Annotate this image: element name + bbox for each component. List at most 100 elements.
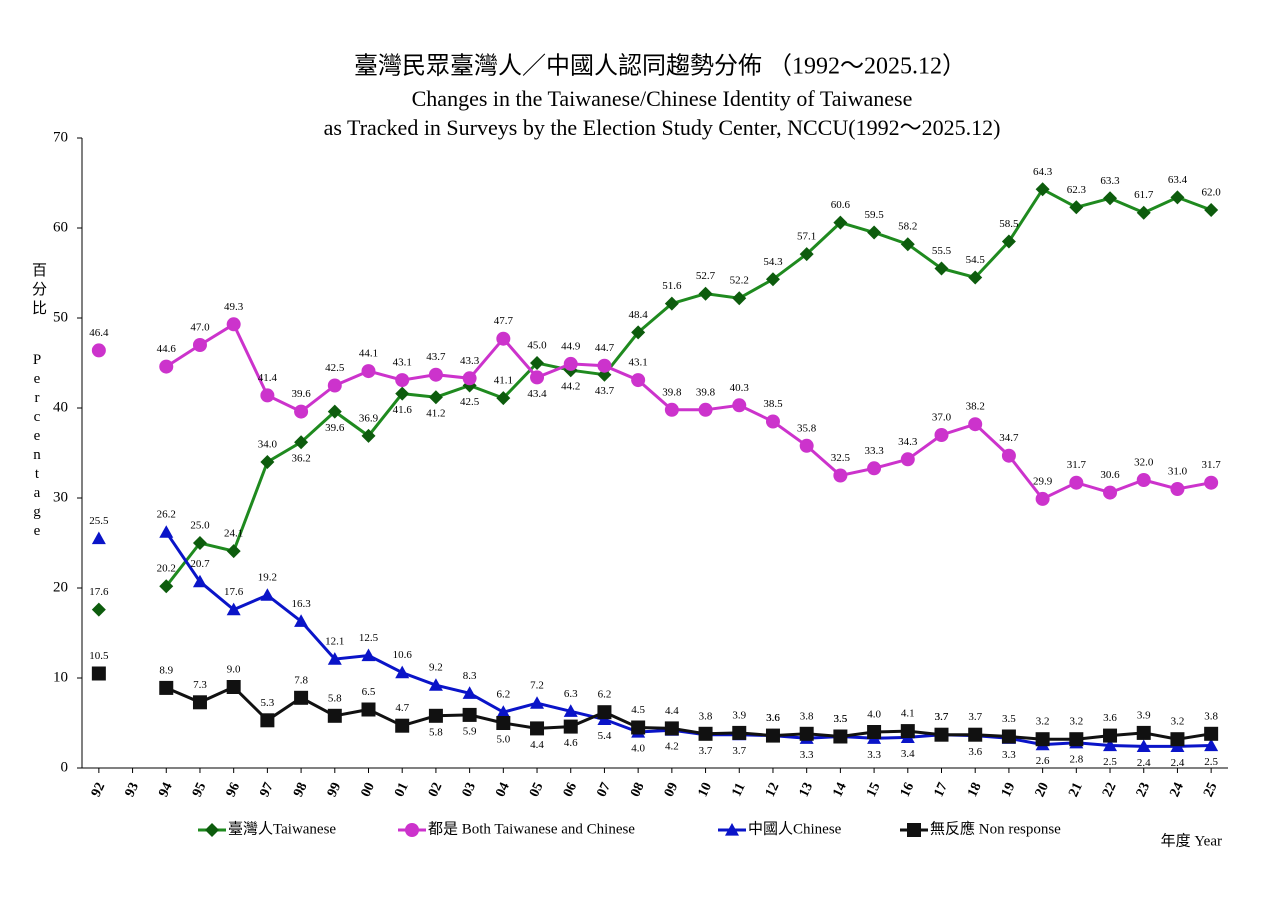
chart-subtitle: Changes in the Taiwanese/Chinese Identit… (412, 86, 913, 111)
marker (907, 823, 921, 837)
x-tick-label: 03 (460, 780, 480, 799)
marker (732, 291, 747, 306)
data-label: 3.7 (968, 711, 982, 723)
x-axis-label: 年度 Year (1161, 832, 1222, 849)
marker (1069, 732, 1084, 747)
marker (631, 325, 646, 340)
marker (405, 823, 419, 837)
data-label: 3.7 (699, 745, 713, 757)
marker (698, 726, 713, 741)
marker (1136, 739, 1151, 752)
marker (361, 648, 376, 662)
x-tick-label: 20 (1033, 780, 1053, 799)
data-label: 24.1 (224, 528, 243, 540)
x-tick-label: 18 (965, 780, 985, 799)
data-label: 4.7 (395, 702, 409, 714)
marker (496, 391, 511, 406)
marker (395, 665, 410, 679)
x-tick-label: 95 (190, 780, 210, 799)
series-line (165, 187, 1212, 588)
data-label: 3.8 (800, 710, 814, 722)
data-label: 42.5 (325, 362, 345, 374)
marker (698, 286, 713, 301)
data-label: 4.0 (631, 743, 645, 755)
data-label: 36.9 (359, 412, 379, 424)
marker (192, 536, 207, 550)
x-tick-label: 94 (156, 780, 176, 799)
marker (934, 727, 949, 742)
marker (563, 719, 578, 734)
data-label: 3.5 (834, 713, 848, 725)
marker (1103, 485, 1118, 500)
data-label: 43.1 (629, 357, 648, 369)
marker (900, 724, 915, 739)
marker (934, 261, 949, 276)
chart-subtitle: as Tracked in Surveys by the Election St… (324, 115, 1001, 140)
marker (294, 690, 309, 705)
marker (294, 614, 309, 627)
data-label: 31.7 (1067, 459, 1087, 471)
data-label: 37.0 (932, 412, 952, 424)
marker (1069, 475, 1084, 490)
marker (327, 404, 342, 419)
marker (226, 602, 241, 616)
data-label: 2.4 (1137, 757, 1151, 769)
data-label: 57.1 (797, 231, 816, 243)
data-label: 4.6 (564, 737, 578, 749)
data-label: 3.8 (1204, 710, 1218, 722)
data-label: 3.7 (935, 711, 949, 723)
data-label: 19.2 (258, 572, 277, 584)
legend-label: 無反應 Non response (930, 819, 1061, 837)
data-label: 29.9 (1033, 475, 1053, 487)
marker (462, 371, 477, 386)
x-tick-label: 04 (493, 780, 513, 799)
data-label: 58.2 (898, 221, 917, 233)
marker (968, 727, 983, 742)
marker (260, 713, 275, 728)
data-label: 2.5 (1103, 756, 1117, 768)
data-label: 54.5 (966, 254, 986, 266)
data-label: 3.9 (732, 709, 746, 721)
data-label: 42.5 (460, 396, 480, 408)
data-label: 63.4 (1168, 174, 1188, 186)
marker (1204, 475, 1219, 490)
marker (1204, 726, 1219, 741)
y-tick-label: 60 (53, 219, 68, 235)
data-label: 45.0 (527, 340, 547, 352)
data-label: 39.6 (291, 388, 311, 400)
data-label: 3.7 (935, 711, 949, 723)
data-label: 6.2 (496, 689, 510, 701)
data-label: 41.2 (426, 408, 445, 420)
x-tick-label: 06 (561, 780, 581, 799)
data-label: 3.6 (766, 712, 780, 724)
data-label: 10.6 (393, 649, 413, 661)
data-label: 31.7 (1202, 459, 1222, 471)
marker (867, 725, 882, 739)
x-tick-label: 24 (1167, 780, 1187, 799)
data-label: 17.6 (224, 586, 244, 598)
data-label: 48.4 (629, 309, 649, 321)
data-label: 3.8 (699, 710, 713, 722)
x-tick-label: 10 (696, 780, 716, 799)
marker (462, 707, 477, 722)
data-label: 34.3 (898, 436, 918, 448)
marker (698, 402, 713, 417)
data-label: 5.8 (429, 726, 443, 738)
data-label: 2.4 (1171, 757, 1185, 769)
marker (496, 716, 511, 730)
data-label: 25.0 (190, 520, 210, 532)
data-label: 61.7 (1134, 189, 1154, 201)
data-label: 3.2 (1036, 716, 1050, 728)
data-label: 3.2 (1069, 716, 1083, 728)
data-label: 5.0 (496, 734, 510, 746)
data-label: 3.7 (732, 745, 746, 757)
data-label: 12.1 (325, 636, 344, 648)
legend-label: 中國人Chinese (748, 820, 842, 837)
data-label: 58.5 (999, 218, 1019, 230)
marker (192, 695, 207, 710)
marker (867, 225, 882, 240)
marker (765, 728, 780, 743)
y-tick-label: 30 (53, 489, 68, 505)
